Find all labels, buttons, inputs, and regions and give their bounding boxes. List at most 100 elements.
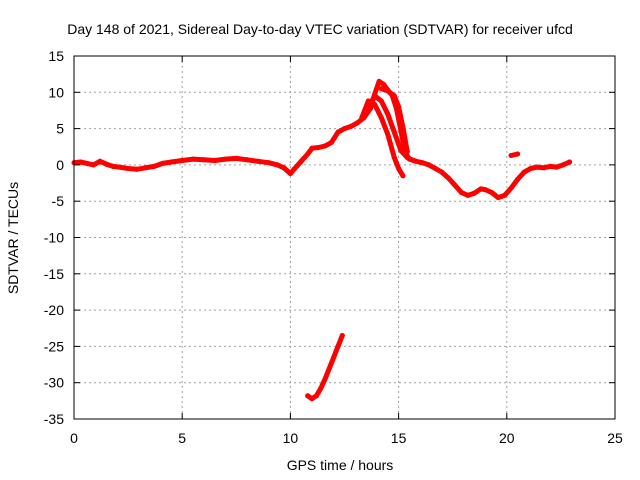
data-point [355,120,360,126]
x-tick-label: 0 [70,430,78,446]
data-point [495,195,501,201]
data-point [179,158,185,163]
data-point [426,162,432,168]
data-point [419,160,425,166]
data-point [465,192,471,198]
data-point [212,158,218,163]
data-point [329,139,334,145]
series-group [71,78,573,402]
data-point [376,78,382,84]
data-point [547,163,553,169]
data-point [515,176,521,182]
data-point [528,166,534,171]
data-point [322,143,328,149]
data-point [309,145,315,151]
data-point [255,158,261,164]
data-point [445,175,451,181]
data-point [326,365,332,371]
x-tick-label: 10 [283,430,299,446]
data-point [396,166,402,171]
series-line-main [71,78,573,201]
y-tick-label: -35 [44,411,64,427]
chart-title: Day 148 of 2021, Sidereal Day-to-day VTE… [67,21,573,37]
data-point [385,88,391,94]
data-point [404,155,410,161]
data-point [385,111,391,117]
data-point [201,157,207,163]
y-tick-label: -15 [44,266,64,282]
data-point [521,169,527,175]
data-point [281,165,287,171]
data-point [78,159,83,165]
data-point [309,396,315,402]
x-axis-label: GPS time / hours [287,457,394,473]
data-point [372,102,378,108]
data-point [396,104,402,110]
data-point [233,155,239,161]
y-tick-label: -30 [44,375,64,391]
x-tick-label: 20 [499,430,515,446]
x-tick-label: 15 [391,430,407,446]
data-point [190,156,196,162]
data-point [508,185,514,191]
data-point [292,166,298,171]
data-point [515,151,521,157]
data-point [305,151,311,157]
data-point [404,149,410,155]
data-point [432,166,438,171]
data-point [359,115,365,121]
data-point [560,162,566,168]
data-point [339,333,345,338]
data-point [391,129,397,135]
y-tick-labels: 15 10 5 0 -5 -10 -15 -20 -25 -30 -35 [44,48,64,427]
data-point [104,161,109,167]
data-point [378,98,384,104]
data-point [97,158,103,164]
data-point [567,159,573,165]
data-point [452,182,458,188]
y-axis-label: SDTVAR / TECUs [5,182,21,294]
data-point [168,159,174,165]
y-tick-label: -10 [44,230,64,246]
data-point [335,343,341,349]
data-point [372,93,378,99]
data-point [489,190,495,195]
data-point [398,147,404,153]
data-point [84,160,90,166]
data-point [400,124,406,130]
data-point [116,164,122,170]
data-point [541,165,547,171]
data-point [160,160,166,166]
data-point [331,354,337,360]
data-point [110,163,116,169]
y-tick-label: 0 [56,157,64,173]
y-tick-label: 5 [56,121,64,137]
data-point [365,104,371,110]
data-point [554,164,560,170]
data-point [482,187,488,193]
data-point [411,158,417,163]
data-point [318,386,324,391]
data-point [385,131,391,137]
data-point [287,171,293,177]
data-point [322,376,328,382]
data-point [266,160,272,166]
data-point [316,145,321,150]
y-tick-label: 15 [48,48,64,64]
data-point [305,393,311,399]
data-point [508,153,514,158]
data-point [244,157,250,163]
data-point [391,155,397,161]
data-point [274,162,280,168]
data-point [298,158,304,164]
data-point [378,86,384,92]
y-tick-label: -5 [52,193,65,209]
x-tick-label: 25 [607,430,623,446]
data-point [391,93,397,99]
data-point [125,166,131,171]
x-tick-labels: 0 5 10 15 20 25 [70,430,623,446]
data-point [142,165,148,171]
data-point [458,190,464,195]
data-point [478,186,484,192]
